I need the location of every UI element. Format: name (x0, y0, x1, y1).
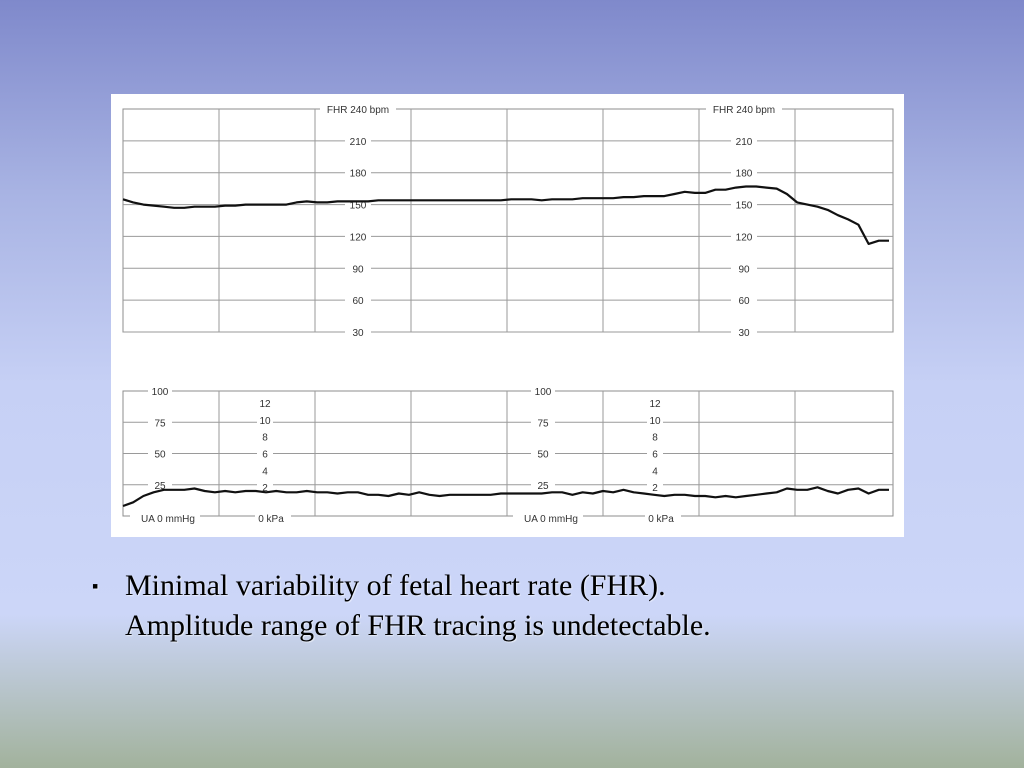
ua-kpa-tick-label: 10 (259, 416, 271, 427)
ua-kpa-tick-bg (647, 397, 663, 409)
fhr-tick-label: 120 (736, 232, 753, 243)
fhr-tick-bg (345, 262, 371, 275)
fhr-header-bg (320, 104, 396, 115)
fhr-tick-bg (731, 134, 757, 147)
fhr-tick-label: 60 (352, 296, 364, 307)
bullet-icon: ▪ (92, 576, 99, 596)
caption-line-2: Amplitude range of FHR tracing is undete… (125, 609, 711, 642)
ua-kpa-tick-label: 12 (649, 399, 661, 410)
fhr-tick-label: 150 (350, 201, 367, 212)
fhr-tick-label: 60 (738, 296, 750, 307)
ua-mmhg-tick-label: 75 (154, 418, 166, 429)
fhr-tick-bg (345, 326, 371, 338)
ua-mmhg-tick-bg (531, 416, 555, 429)
ua-kpa-axis-label-left: 0 kPa (258, 514, 284, 525)
fhr-tick-bg (345, 230, 371, 243)
fhr-tick-bg (345, 134, 371, 147)
ua-mmhg-tick-bg (531, 447, 555, 460)
ua-mmhg-tick-label: 50 (537, 450, 549, 461)
ua-mmhg-axis-label-right: UA 0 mmHg (524, 514, 578, 525)
ua-kpa-axis-bg (255, 512, 291, 524)
ua-mmhg-tick-bg (148, 416, 172, 429)
ua-trace-line (122, 486, 889, 508)
caption-line-1: Minimal variability of fetal heart rate … (125, 569, 666, 602)
fhr-grid-frame (122, 108, 894, 333)
fhr-tick-label: 90 (352, 264, 364, 275)
fhr-tick-bg (731, 294, 757, 307)
fhr-tick-bg (731, 166, 757, 179)
ua-kpa-tick-label: 6 (652, 450, 658, 461)
ua-mmhg-tick-bg (531, 385, 555, 397)
ua-kpa-axis-bg (645, 512, 681, 524)
ua-kpa-tick-label: 4 (262, 466, 268, 477)
fhr-tick-bg (731, 230, 757, 243)
ua-kpa-tick-label: 12 (259, 399, 271, 410)
fhr-tick-bg (731, 326, 757, 338)
fhr-tick-bg (731, 198, 757, 211)
ua-kpa-tick-bg (257, 481, 273, 494)
ua-mmhg-tick-label: 50 (154, 450, 166, 461)
fhr-tick-label: 180 (736, 169, 753, 180)
ua-mmhg-tick-label: 75 (537, 418, 549, 429)
fhr-tick-label: 30 (738, 328, 750, 339)
fhr-header-left: FHR 240 bpm (327, 105, 389, 116)
ua-kpa-tick-label: 8 (262, 433, 268, 444)
ua-kpa-tick-bg (647, 413, 663, 426)
ua-mmhg-tick-bg (148, 447, 172, 460)
ua-kpa-tick-label: 2 (652, 483, 658, 494)
ua-kpa-tick-bg (257, 413, 273, 426)
ua-kpa-tick-bg (257, 397, 273, 409)
ua-kpa-tick-label: 8 (652, 433, 658, 444)
fhr-header-right: FHR 240 bpm (713, 105, 775, 116)
ua-kpa-tick-label: 2 (262, 483, 268, 494)
fhr-tick-label: 210 (736, 137, 753, 148)
ua-mmhg-tick-bg (148, 478, 172, 491)
ua-kpa-tick-label: 4 (652, 466, 658, 477)
ua-kpa-tick-bg (257, 430, 273, 443)
ua-mmhg-tick-bg (148, 385, 172, 397)
fhr-tick-bg (345, 166, 371, 179)
fhr-tick-label: 30 (352, 328, 364, 339)
fhr-tick-label: 180 (350, 169, 367, 180)
caption: ▪ Minimal variability of fetal heart rat… (92, 566, 972, 646)
ua-kpa-tick-bg (647, 464, 663, 477)
ua-mmhg-tick-bg (531, 478, 555, 491)
ua-mmhg-axis-bg (513, 512, 583, 524)
ua-mmhg-tick-label: 100 (152, 387, 169, 398)
fhr-tick-label: 120 (350, 232, 367, 243)
fhr-trace-line (122, 185, 889, 245)
fhr-tick-label: 90 (738, 264, 750, 275)
ctg-chart-panel: FHR 240 bpm 210 180 150 120 90 60 30 FHR 240 bpm… (111, 94, 904, 537)
ua-mmhg-tick-label: 100 (535, 387, 552, 398)
ua-mmhg-axis-bg (130, 512, 200, 524)
fhr-tick-bg (345, 294, 371, 307)
ua-kpa-tick-bg (257, 447, 273, 460)
ua-kpa-tick-bg (647, 447, 663, 460)
ua-kpa-tick-label: 10 (649, 416, 661, 427)
ua-mmhg-tick-label: 25 (537, 481, 549, 492)
ua-kpa-tick-label: 6 (262, 450, 268, 461)
ua-kpa-tick-bg (647, 481, 663, 494)
ua-kpa-tick-bg (257, 464, 273, 477)
fhr-tick-label: 210 (350, 137, 367, 148)
ua-mmhg-axis-label-left: UA 0 mmHg (141, 514, 195, 525)
ua-kpa-axis-label-right: 0 kPa (648, 514, 674, 525)
ua-kpa-tick-bg (647, 430, 663, 443)
fhr-tick-bg (731, 262, 757, 275)
fhr-tick-label: 150 (736, 201, 753, 212)
ua-mmhg-tick-label: 25 (154, 481, 166, 492)
fhr-header-bg (706, 104, 782, 115)
